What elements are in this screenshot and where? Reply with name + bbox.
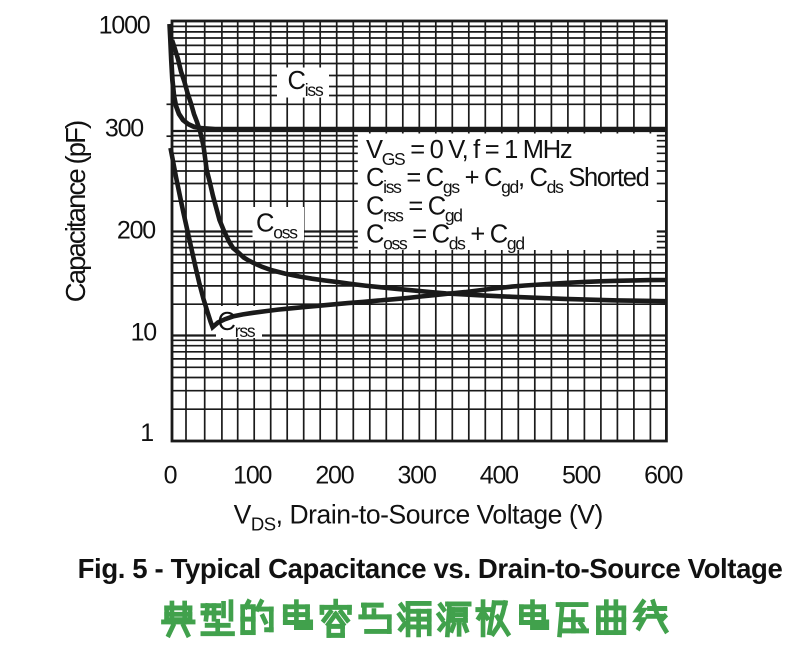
svg-text:Crss: Crss <box>218 308 256 341</box>
svg-text:600: 600 <box>644 462 682 490</box>
svg-text:300: 300 <box>105 115 143 143</box>
svg-text:10: 10 <box>131 319 157 347</box>
svg-text:Coss: Coss <box>256 210 298 243</box>
svg-text:200: 200 <box>117 217 155 245</box>
svg-text:0: 0 <box>164 462 177 490</box>
svg-text:400: 400 <box>480 462 518 490</box>
svg-text:300: 300 <box>398 462 436 490</box>
svg-text:Capacitance (pF): Capacitance (pF) <box>60 121 91 302</box>
svg-text:VGS = 0 V, f = 1 MHz: VGS = 0 V, f = 1 MHz <box>366 136 572 169</box>
svg-text:Coss = Cds + Cgd: Coss = Cds + Cgd <box>366 221 524 254</box>
svg-text:1: 1 <box>140 419 153 447</box>
svg-text:100: 100 <box>233 462 271 490</box>
svg-text:Crss = Cgd: Crss = Cgd <box>366 192 462 225</box>
svg-text:Ciss = Cgs + Cgd, Cds Shorted: Ciss = Cgs + Cgd, Cds Shorted <box>366 164 649 197</box>
svg-text:Fig. 5 - Typical Capacitance v: Fig. 5 - Typical Capacitance vs. Drain-t… <box>78 553 783 584</box>
svg-text:200: 200 <box>315 462 353 490</box>
svg-text:VDS, Drain-to-Source Voltage (: VDS, Drain-to-Source Voltage (V) <box>234 500 603 535</box>
svg-text:500: 500 <box>562 462 600 490</box>
svg-text:Ciss: Ciss <box>288 67 324 100</box>
svg-text:1000: 1000 <box>99 12 150 40</box>
